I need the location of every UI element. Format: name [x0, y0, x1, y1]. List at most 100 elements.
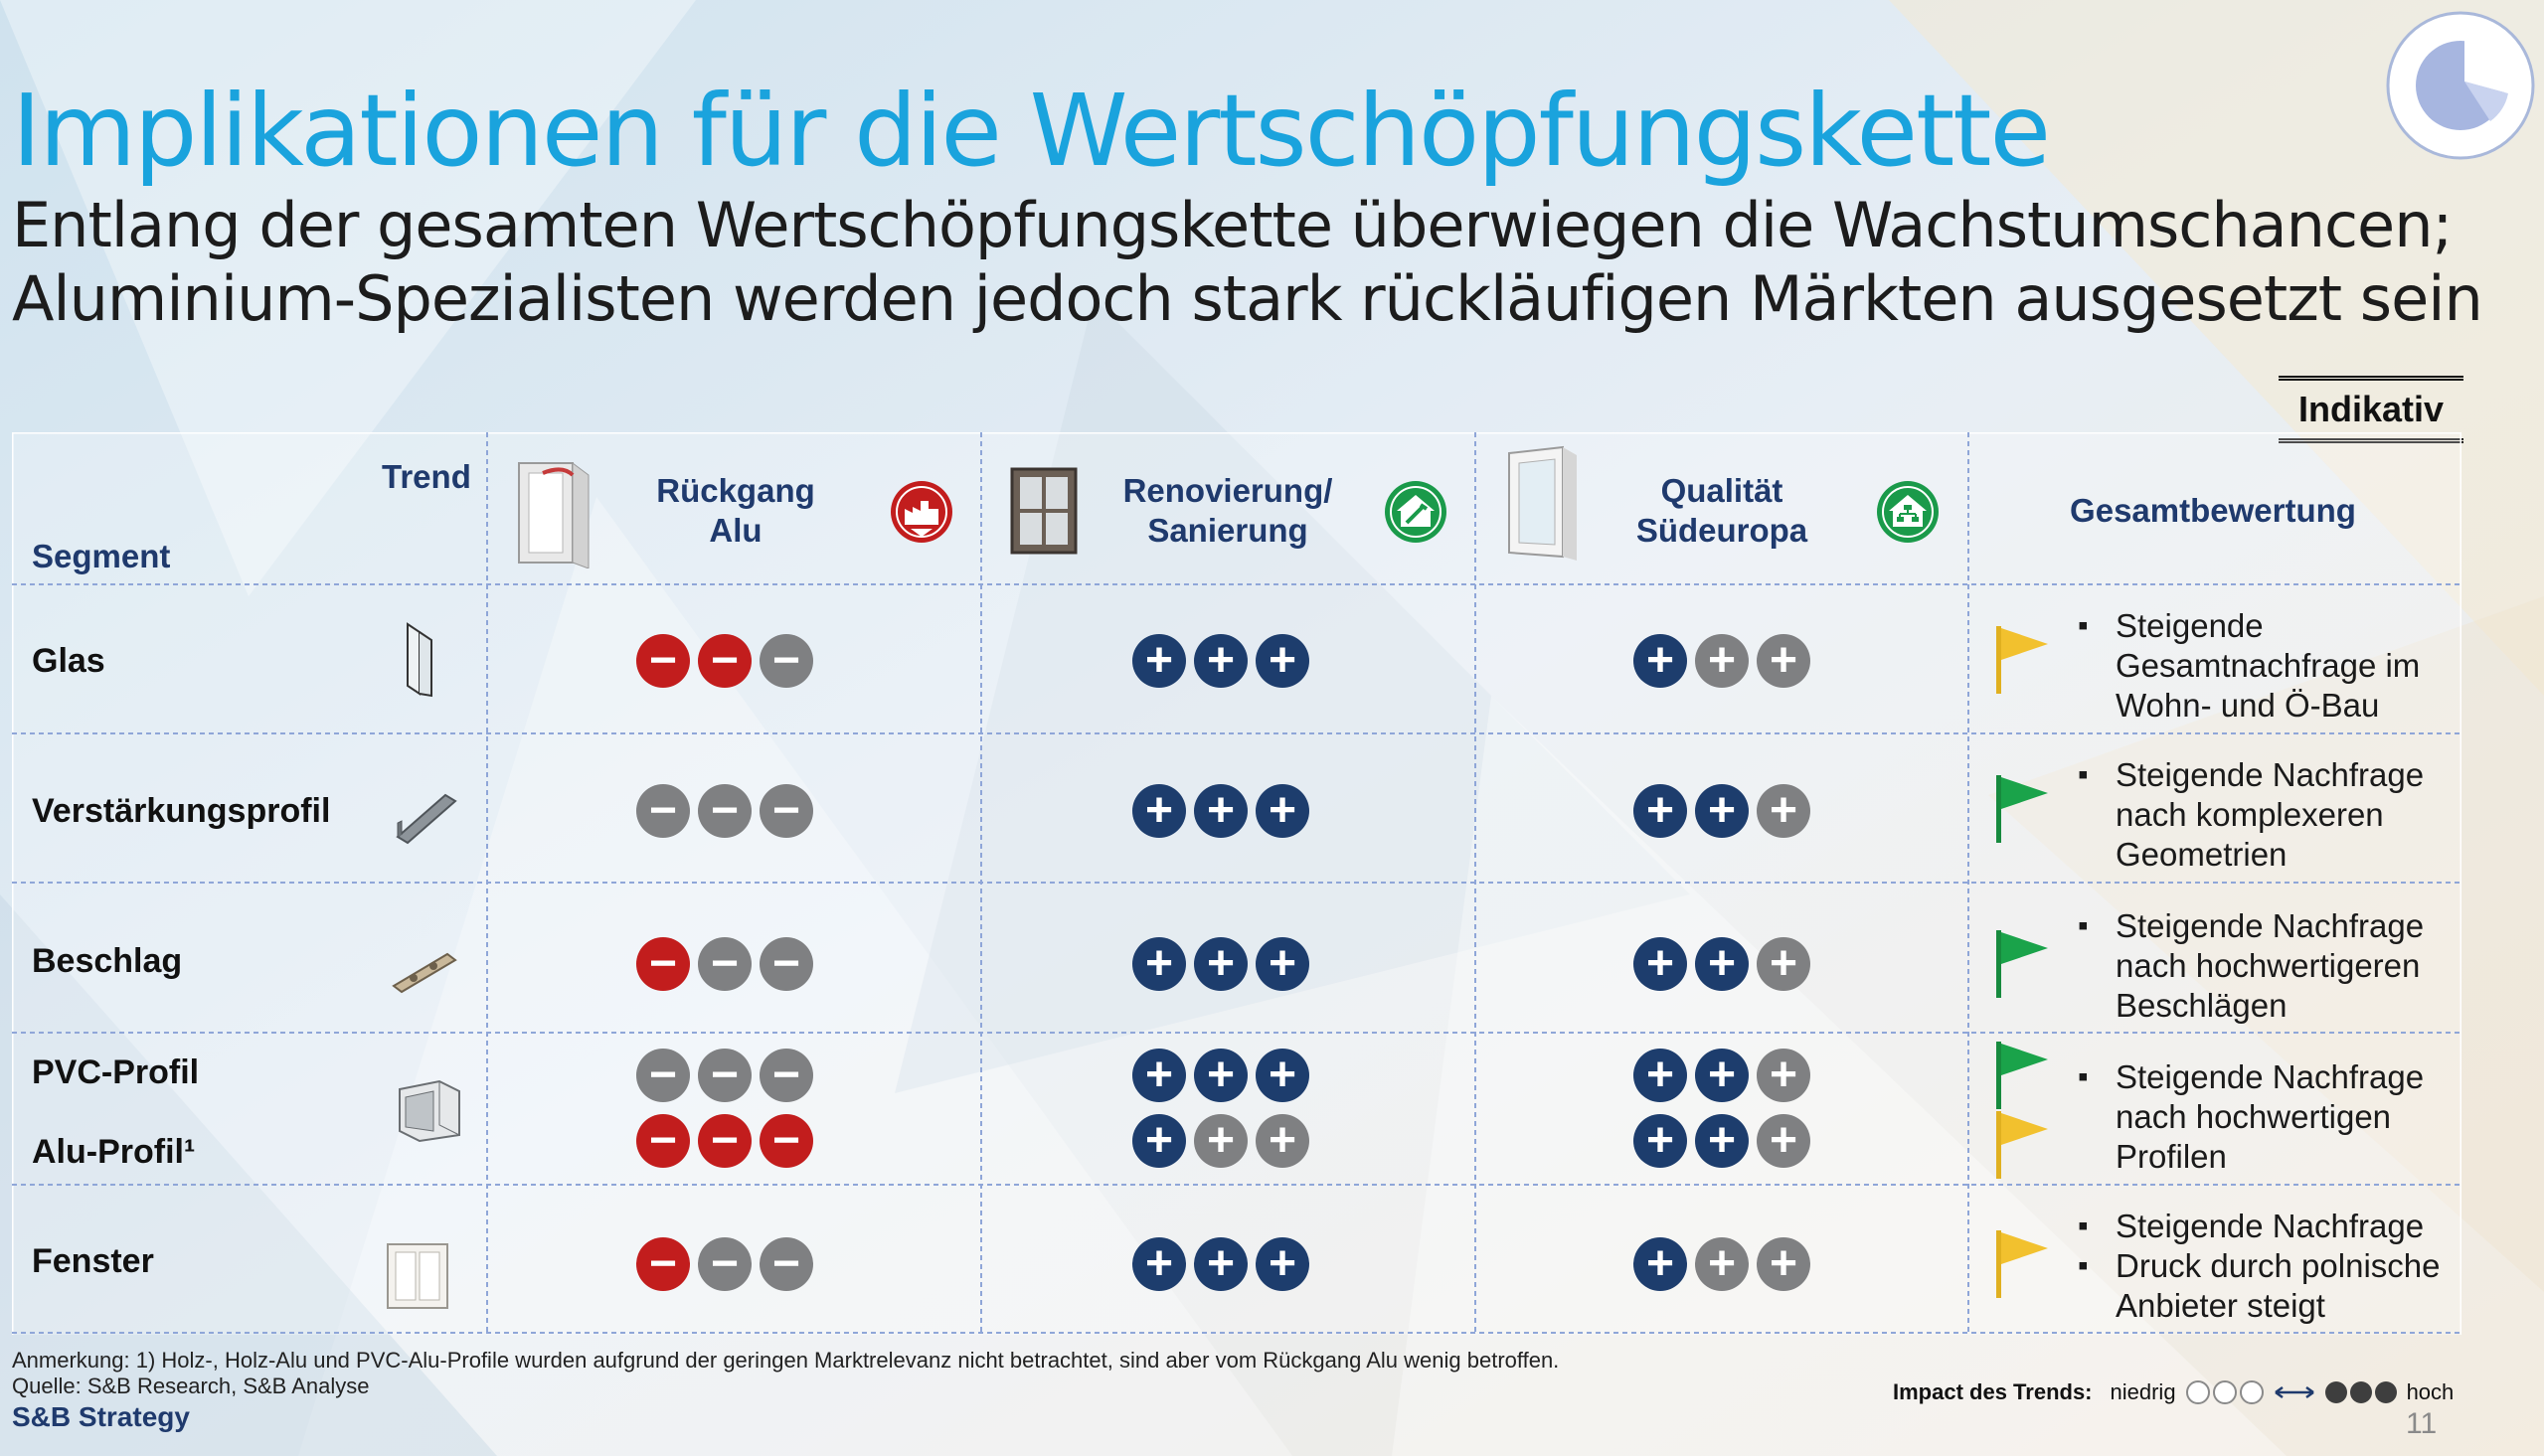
minus-icon: − — [698, 1049, 752, 1102]
assessment-beschlag: Steigende Nachfrage nach hochwertigeren … — [2078, 906, 2465, 1026]
plus-icon: + — [1132, 1237, 1186, 1291]
minus-icon: − — [636, 1114, 690, 1168]
white-window-photo — [1508, 445, 1577, 561]
assessment-bullet: Steigende Nachfrage nach komplexeren Geo… — [2078, 755, 2465, 875]
window-profile-icon — [399, 1079, 460, 1143]
assessment-bullet: Steigende Nachfrage nach hochwertigeren … — [2078, 906, 2465, 1026]
assessment-verstaerkungsprofil: Steigende Nachfrage nach komplexeren Geo… — [2078, 755, 2465, 875]
plus-icon: + — [1194, 784, 1248, 838]
yellow-flag-icon — [1996, 1111, 2048, 1179]
plus-icon: + — [1633, 1114, 1687, 1168]
green-flag-icon — [1996, 930, 2048, 998]
plus-icon: + — [1695, 1237, 1749, 1291]
column-header-line2: Alu — [709, 512, 763, 549]
subtitle-line-1: Entlang der gesamten Wertschöpfungskette… — [12, 189, 2453, 261]
plus-icon: + — [1194, 937, 1248, 991]
plus-icon: + — [1633, 784, 1687, 838]
plus-icon: + — [1194, 1114, 1248, 1168]
minus-icon: − — [636, 634, 690, 688]
footnote: Anmerkung: 1) Holz-, Holz-Alu und PVC-Al… — [12, 1348, 1560, 1373]
column-header-rueckgang: Rückgang Alu — [636, 471, 835, 551]
column-header-line1: Renovierung/ — [1122, 472, 1333, 509]
minus-icon: − — [760, 1049, 813, 1102]
rating-rueckgang-fenster: − − − — [636, 1237, 813, 1291]
minus-icon: − — [760, 784, 813, 838]
assessment-glas: Steigende Gesamtnachfrage im Wohn- und Ö… — [2078, 606, 2465, 726]
plus-icon: + — [1194, 634, 1248, 688]
pvc-window-profile-photo — [518, 462, 590, 568]
green-flag-icon — [1996, 1042, 2048, 1109]
green-flag-icon — [1996, 775, 2048, 843]
plus-icon: + — [1132, 634, 1186, 688]
table-grid — [10, 430, 2463, 1335]
plus-icon: + — [1757, 634, 1810, 688]
plus-icon: + — [1132, 784, 1186, 838]
plus-icon: + — [1695, 937, 1749, 991]
page-number: 11 — [2406, 1407, 2438, 1440]
assessment-bullet: Steigende Nachfrage — [2078, 1207, 2465, 1246]
house-network-icon — [1877, 481, 1939, 543]
glass-pane-icon — [407, 622, 432, 698]
minus-icon: − — [760, 937, 813, 991]
plus-icon: + — [1194, 1237, 1248, 1291]
rating-renovierung-pvc-profil: + + + — [1132, 1049, 1309, 1102]
plus-icon: + — [1256, 1114, 1309, 1168]
filled-circle-icon — [2374, 1381, 2397, 1403]
plus-icon: + — [1695, 784, 1749, 838]
rating-qualitaet-pvc-profil: + + + — [1633, 1049, 1810, 1102]
yellow-flag-icon — [1996, 1230, 2048, 1298]
minus-icon: − — [636, 1049, 690, 1102]
column-header-gesamtbewertung: Gesamtbewertung — [2070, 492, 2356, 529]
plus-icon: + — [1633, 937, 1687, 991]
plus-icon: + — [1633, 1049, 1687, 1102]
rating-qualitaet-alu-profil: + + + — [1633, 1114, 1810, 1168]
assessment-bullet: Steigende Nachfrage nach hochwertigen Pr… — [2078, 1057, 2465, 1177]
minus-icon: − — [760, 1237, 813, 1291]
legend-high-label: hoch — [2406, 1379, 2455, 1404]
plus-icon: + — [1757, 1114, 1810, 1168]
empty-circle-icon — [2212, 1380, 2237, 1404]
filled-circle-icon — [2349, 1381, 2372, 1403]
rating-renovierung-glas: + + + — [1132, 634, 1309, 688]
minus-icon: − — [760, 634, 813, 688]
steel-profile-icon — [396, 793, 457, 845]
segment-label-verstaerkungsprofil: Verstärkungsprofil — [32, 792, 331, 830]
yellow-flag-icon — [1996, 626, 2048, 694]
plus-icon: + — [1256, 1237, 1309, 1291]
plus-icon: + — [1194, 1049, 1248, 1102]
minus-icon: − — [636, 784, 690, 838]
rating-renovierung-alu-profil: + + + — [1132, 1114, 1309, 1168]
minus-icon: − — [698, 1237, 752, 1291]
legend-low-label: niedrig — [2110, 1379, 2176, 1404]
plus-icon: + — [1633, 634, 1687, 688]
plus-icon: + — [1757, 1237, 1810, 1291]
plus-icon: + — [1256, 937, 1309, 991]
house-tools-icon — [1385, 481, 1446, 543]
pie-chart-logo-icon — [2386, 11, 2535, 160]
segment-label-glas: Glas — [32, 642, 105, 680]
double-arrow-icon — [2274, 1385, 2314, 1399]
old-window-photo — [1010, 467, 1078, 555]
plus-icon: + — [1695, 1114, 1749, 1168]
minus-icon: − — [698, 1114, 752, 1168]
plus-icon: + — [1757, 937, 1810, 991]
plus-icon: + — [1695, 634, 1749, 688]
rating-rueckgang-pvc-profil: − − − — [636, 1049, 813, 1102]
rating-rueckgang-beschlag: − − − — [636, 937, 813, 991]
impact-legend: Impact des Trends: niedrig hoch — [1893, 1379, 2454, 1405]
indicative-badge: Indikativ — [2279, 376, 2463, 443]
rating-renovierung-fenster: + + + — [1132, 1237, 1309, 1291]
rating-rueckgang-verstaerkungsprofil: − − − — [636, 784, 813, 838]
minus-icon: − — [760, 1114, 813, 1168]
legend-high-circles — [2324, 1381, 2397, 1403]
plus-icon: + — [1132, 1049, 1186, 1102]
minus-icon: − — [698, 784, 752, 838]
assessment-profil: Steigende Nachfrage nach hochwertigen Pr… — [2078, 1057, 2465, 1177]
brand-logo-text: S&B Strategy — [12, 1401, 190, 1432]
rating-qualitaet-beschlag: + + + — [1633, 937, 1810, 991]
segment-label-pvc-profil: PVC-Profil — [32, 1053, 200, 1091]
assessment-bullet: Steigende Gesamtnachfrage im Wohn- und Ö… — [2078, 606, 2465, 726]
plus-icon: + — [1256, 634, 1309, 688]
minus-icon: − — [636, 937, 690, 991]
assessment-bullet: Druck durch polnische Anbieter steigt — [2078, 1246, 2465, 1326]
